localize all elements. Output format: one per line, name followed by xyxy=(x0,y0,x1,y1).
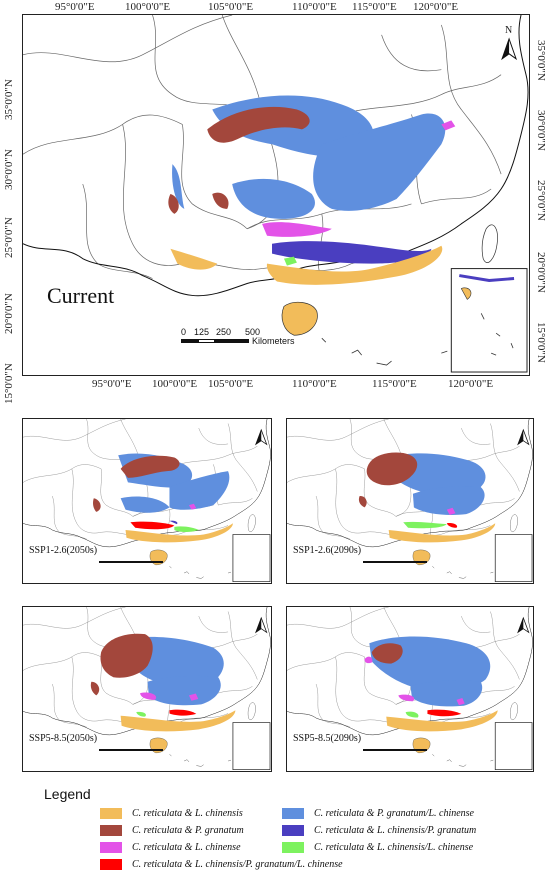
legend-item: C. reticulata & L. chinensis/L. chinense xyxy=(282,842,473,853)
lon-bot-95: 95°0'0"E xyxy=(92,378,132,390)
legend-label: C. reticulata & L. chinensis/P. granatum xyxy=(314,825,477,836)
lon-top-120: 120°0'0"E xyxy=(413,1,459,13)
lon-bot-105: 105°0'0"E xyxy=(208,378,254,390)
scale-250: 250 xyxy=(216,327,232,337)
legend-swatch xyxy=(282,808,304,819)
lat-left-15: 15°0'0"N xyxy=(3,363,15,404)
lat-right-25: 25°0'0"N xyxy=(535,180,547,221)
panel-label: SSP1-2.6(2090s) xyxy=(293,545,362,556)
legend-label: C. reticulata & P. granatum xyxy=(132,825,244,836)
lat-right-30: 30°0'0"N xyxy=(535,110,547,151)
lon-top-105: 105°0'0"E xyxy=(208,1,254,13)
lat-left-20: 20°0'0"N xyxy=(3,293,15,334)
lat-left-30: 30°0'0"N xyxy=(3,149,15,190)
lon-bot-115: 115°0'0"E xyxy=(372,378,417,390)
scale-0: 0 xyxy=(181,327,187,337)
legend-item: C. reticulata & L. chinensis xyxy=(100,808,243,819)
legend-item: C. reticulata & L. chinensis/P. granatum xyxy=(282,825,476,836)
legend-swatch xyxy=(100,825,122,836)
ssp585-2090s-canvas xyxy=(287,607,533,770)
scale-bar xyxy=(99,749,169,759)
lon-bot-100: 100°0'0"E xyxy=(152,378,198,390)
map-current: N Current 0 125 250 500 Kilometers xyxy=(22,14,530,376)
legend-label: C. reticulata & P. granatum/L. chinense xyxy=(314,808,474,819)
scale-500: 500 xyxy=(245,327,261,337)
inset-map xyxy=(450,268,528,373)
map-ssp585-2090s: SSP5-8.5(2090s) xyxy=(286,606,534,772)
lon-bot-110: 110°0'0"E xyxy=(292,378,337,390)
panel-label: Current xyxy=(47,283,115,308)
panel-label: SSP5-8.5(2050s) xyxy=(29,733,98,744)
legend-title: Legend xyxy=(44,786,91,802)
north-label: N xyxy=(505,25,513,36)
scale-bar xyxy=(363,749,433,759)
map-ssp126-2090s: SSP1-2.6(2090s) xyxy=(286,418,534,584)
legend-label: C. reticulata & L. chinensis/L. chinense xyxy=(314,842,474,853)
lat-left-25: 25°0'0"N xyxy=(3,217,15,258)
lat-right-15: 15°0'0"N xyxy=(535,322,547,363)
lon-top-115: 115°0'0"E xyxy=(352,1,397,13)
map-ssp585-2050s: SSP5-8.5(2050s) xyxy=(22,606,272,772)
lat-right-35: 35°0'0"N xyxy=(535,40,547,81)
legend-item: C. reticulata & L. chinense xyxy=(100,842,241,853)
legend-swatch xyxy=(100,842,122,853)
scale-bar xyxy=(99,561,169,571)
legend-swatch xyxy=(282,825,304,836)
panel-label: SSP5-8.5(2090s) xyxy=(293,733,362,744)
lat-left-35: 35°0'0"N xyxy=(3,79,15,120)
lon-top-100: 100°0'0"E xyxy=(125,1,171,13)
scale-unit: Kilometers xyxy=(252,336,295,346)
legend-item: C. reticulata & L. chinensis/P. granatum… xyxy=(100,859,343,870)
ssp126-2050s-canvas xyxy=(23,419,271,582)
legend-item: C. reticulata & P. granatum xyxy=(100,825,244,836)
lon-top-110: 110°0'0"E xyxy=(292,1,337,13)
legend-label: C. reticulata & L. chinense xyxy=(132,842,241,853)
panel-label: SSP1-2.6(2050s) xyxy=(29,545,98,556)
suitability-areas xyxy=(168,95,456,285)
legend-item: C. reticulata & P. granatum/L. chinense xyxy=(282,808,474,819)
legend-label: C. reticulata & L. chinensis/P. granatum… xyxy=(132,859,343,870)
lat-right-20: 20°0'0"N xyxy=(535,252,547,293)
scale-bar: 0 125 250 500 Kilometers xyxy=(181,327,381,351)
ssp585-2050s-canvas xyxy=(23,607,271,770)
scale-125: 125 xyxy=(194,327,210,337)
north-arrow-icon xyxy=(501,37,518,61)
map-ssp126-2050s: SSP1-2.6(2050s) xyxy=(22,418,272,584)
legend-label: C. reticulata & L. chinensis xyxy=(132,808,243,819)
ssp126-2090s-canvas xyxy=(287,419,533,582)
lon-top-95: 95°0'0"E xyxy=(55,1,95,13)
legend-swatch xyxy=(100,859,122,870)
current-map-canvas xyxy=(23,15,529,373)
lon-bot-120: 120°0'0"E xyxy=(448,378,494,390)
scale-bar xyxy=(363,561,433,571)
legend-swatch xyxy=(282,842,304,853)
legend-swatch xyxy=(100,808,122,819)
